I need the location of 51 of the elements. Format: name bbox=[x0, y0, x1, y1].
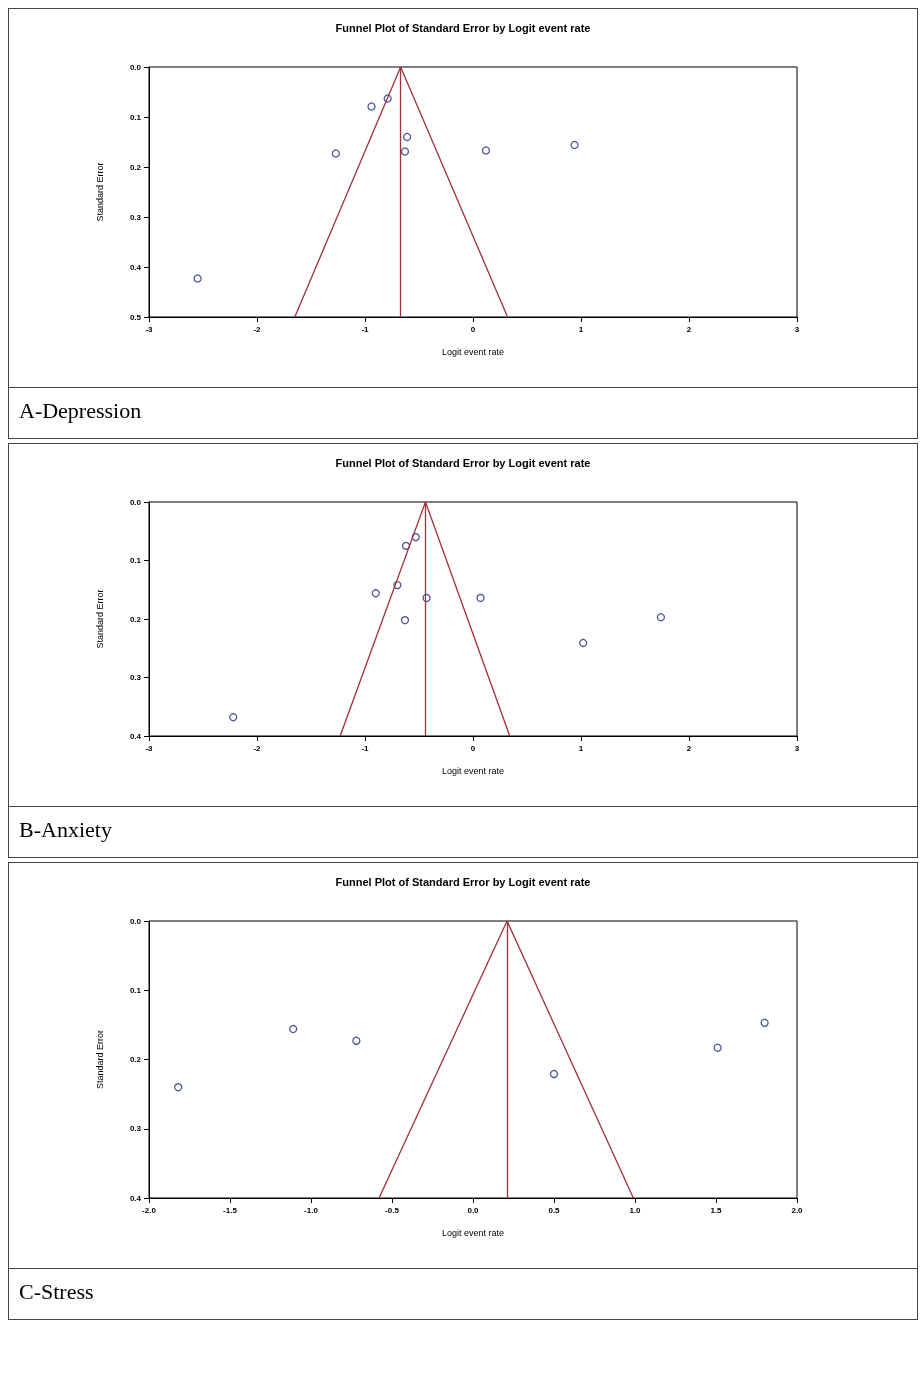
chart-title: Funnel Plot of Standard Error by Logit event rate bbox=[335, 456, 591, 469]
y-tick-label: 0.1 bbox=[129, 112, 142, 122]
y-axis-title: Standard Error bbox=[94, 1029, 105, 1090]
x-tick-label: 1 bbox=[578, 324, 584, 334]
x-axis-title: Logit event rate bbox=[441, 346, 505, 357]
x-axis-title: Logit event rate bbox=[441, 765, 505, 776]
x-tick-label: 3 bbox=[794, 743, 800, 753]
x-tick-label: 1.5 bbox=[710, 1205, 723, 1215]
chart-title: Funnel Plot of Standard Error by Logit event rate bbox=[335, 875, 591, 888]
text: B-Anxiety bbox=[18, 816, 113, 844]
x-tick-label: 0 bbox=[470, 324, 476, 334]
y-tick-label: 0.0 bbox=[129, 62, 142, 72]
x-tick-label: 0.0 bbox=[467, 1205, 480, 1215]
y-tick-label: 0.3 bbox=[129, 1124, 142, 1134]
y-tick-label: 0.0 bbox=[129, 916, 142, 926]
y-axis-title: Standard Error bbox=[94, 589, 105, 649]
x-tick-label: 1.0 bbox=[629, 1205, 642, 1215]
x-tick-label: 3 bbox=[794, 324, 800, 334]
x-tick-label: 2.0 bbox=[791, 1205, 804, 1215]
x-tick-label: 2 bbox=[686, 743, 692, 753]
x-tick-label: 1 bbox=[578, 743, 584, 753]
x-tick-label: -2.0 bbox=[142, 1205, 157, 1215]
text: A-Depression bbox=[18, 397, 143, 425]
chart-title: Funnel Plot of Standard Error by Logit event rate bbox=[335, 21, 591, 34]
x-tick-label: -1 bbox=[361, 324, 370, 334]
x-tick-label: -2 bbox=[253, 743, 262, 753]
y-tick-label: 0.4 bbox=[129, 731, 142, 741]
x-tick-label: 0.5 bbox=[548, 1205, 561, 1215]
x-tick-label: 0 bbox=[470, 743, 476, 753]
x-tick-label: -3 bbox=[145, 324, 154, 334]
y-tick-label: 0.2 bbox=[129, 1055, 142, 1064]
x-tick-label: 2 bbox=[686, 324, 692, 334]
y-tick-label: 0.2 bbox=[129, 162, 142, 172]
y-tick-label: 0.1 bbox=[129, 985, 142, 995]
x-tick-label: -1.0 bbox=[304, 1205, 319, 1215]
y-tick-label: 0.0 bbox=[129, 497, 142, 507]
y-tick-label: 0.1 bbox=[129, 556, 142, 565]
y-tick-label: 0.2 bbox=[129, 614, 142, 624]
x-tick-label: -1 bbox=[361, 743, 370, 753]
x-axis-title: Logit event rate bbox=[441, 1227, 505, 1238]
x-tick-label: -3 bbox=[145, 743, 154, 753]
y-tick-label: 0.3 bbox=[129, 673, 142, 682]
y-tick-label: 0.4 bbox=[129, 1193, 142, 1203]
y-tick-label: 0.5 bbox=[129, 312, 142, 322]
x-tick-label: -0.5 bbox=[385, 1205, 400, 1215]
y-tick-label: 0.4 bbox=[129, 262, 142, 272]
x-tick-label: -2 bbox=[253, 324, 262, 334]
x-tick-label: -1.5 bbox=[223, 1205, 238, 1215]
text: C-Stress bbox=[18, 1278, 95, 1306]
y-tick-label: 0.3 bbox=[129, 212, 142, 222]
y-axis-title: Standard Error bbox=[94, 162, 105, 222]
